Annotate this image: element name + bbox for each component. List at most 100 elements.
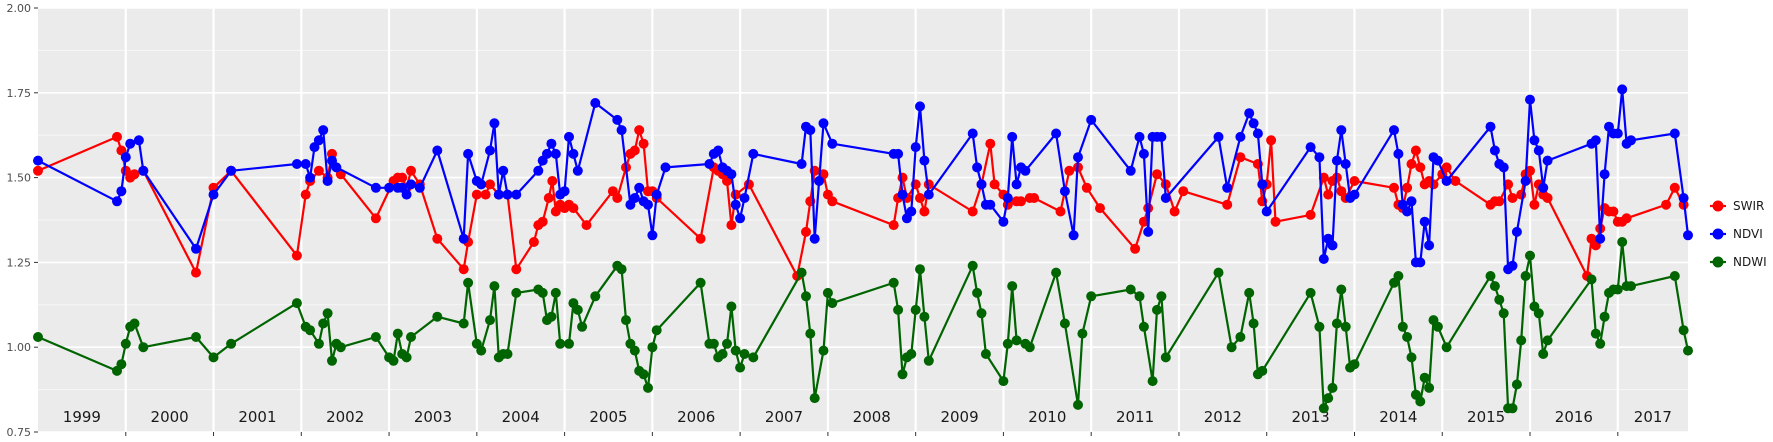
data-point <box>1617 237 1628 247</box>
data-point <box>568 148 579 159</box>
year-label: 2003 <box>414 408 452 426</box>
data-point <box>1160 352 1171 363</box>
series-ndwi <box>33 237 1693 414</box>
data-point <box>476 345 487 356</box>
data-point <box>1323 393 1334 404</box>
data-point <box>1424 240 1435 251</box>
data-point <box>1055 206 1066 217</box>
data-point <box>1507 193 1518 203</box>
data-point <box>1261 206 1272 217</box>
data-point <box>796 267 807 278</box>
data-point <box>1389 125 1399 136</box>
data-point <box>1393 148 1404 159</box>
data-point <box>397 172 408 183</box>
data-point <box>300 189 311 200</box>
year-label: 2006 <box>677 408 715 426</box>
data-point <box>568 203 579 214</box>
data-point <box>485 315 495 326</box>
data-point <box>550 148 561 159</box>
data-point <box>1393 271 1404 281</box>
data-point <box>1235 332 1246 342</box>
data-point <box>537 287 548 298</box>
data-point <box>1156 131 1167 142</box>
data-point <box>133 135 144 146</box>
data-point <box>432 145 443 156</box>
data-point <box>1612 128 1623 139</box>
data-point <box>1450 176 1461 186</box>
data-point <box>1138 148 1149 159</box>
legend-item-swir: SWIR <box>1710 199 1764 213</box>
data-point <box>1007 131 1018 142</box>
data-point <box>1661 199 1672 210</box>
legend-label: NDWI <box>1733 255 1767 269</box>
year-label: 2016 <box>1555 408 1593 426</box>
data-point <box>1410 145 1421 156</box>
data-point <box>722 338 732 349</box>
data-point <box>1349 359 1360 370</box>
data-point <box>485 179 495 190</box>
legend-key-point <box>1712 228 1724 240</box>
data-point <box>370 182 381 193</box>
data-point <box>1498 162 1509 173</box>
series-layer <box>33 84 1693 414</box>
data-point <box>300 159 311 169</box>
data-point <box>634 182 645 193</box>
data-point <box>888 220 899 231</box>
data-point <box>906 349 917 359</box>
data-point <box>1402 182 1413 193</box>
year-label: 2013 <box>1292 408 1330 426</box>
data-point <box>739 349 750 359</box>
data-point <box>191 243 201 254</box>
data-point <box>1178 186 1189 197</box>
data-point <box>1169 206 1180 217</box>
data-point <box>1419 372 1430 383</box>
data-point <box>1529 199 1540 210</box>
data-point <box>1511 379 1522 390</box>
data-point <box>1520 271 1531 281</box>
data-point <box>998 216 1009 227</box>
year-label: 1999 <box>63 408 101 426</box>
data-point <box>463 148 474 159</box>
data-point <box>226 338 237 349</box>
data-point <box>748 352 759 363</box>
data-point <box>612 114 623 125</box>
data-point <box>651 189 662 200</box>
data-point <box>1064 165 1075 176</box>
data-point <box>1073 152 1083 163</box>
data-point <box>502 189 513 200</box>
data-point <box>1599 311 1610 322</box>
data-point <box>1257 179 1268 190</box>
data-point <box>1520 176 1531 186</box>
legend-key-point <box>1712 200 1724 212</box>
data-point <box>1024 342 1035 353</box>
data-point <box>550 287 561 298</box>
data-point <box>1494 196 1505 207</box>
data-point <box>112 131 122 142</box>
data-point <box>581 220 592 231</box>
data-point <box>1406 159 1417 169</box>
year-label: 2012 <box>1204 408 1242 426</box>
data-point <box>1068 230 1079 241</box>
data-point <box>1617 84 1628 95</box>
data-point <box>370 213 381 224</box>
data-point <box>1331 318 1342 329</box>
data-point <box>318 318 329 329</box>
y-tick-label: 1.75 <box>7 87 32 100</box>
data-point <box>1498 308 1509 319</box>
data-point <box>476 179 487 190</box>
data-point <box>919 206 930 217</box>
data-point <box>1683 230 1693 241</box>
data-point <box>910 142 921 153</box>
data-point <box>888 277 899 288</box>
data-point <box>1595 233 1606 244</box>
data-point <box>1542 193 1553 203</box>
data-point <box>1252 128 1263 139</box>
data-point <box>502 349 513 359</box>
data-point <box>708 338 719 349</box>
data-point <box>572 165 583 176</box>
data-point <box>998 376 1009 387</box>
data-point <box>976 179 987 190</box>
data-point <box>458 233 469 244</box>
data-point <box>1485 271 1496 281</box>
